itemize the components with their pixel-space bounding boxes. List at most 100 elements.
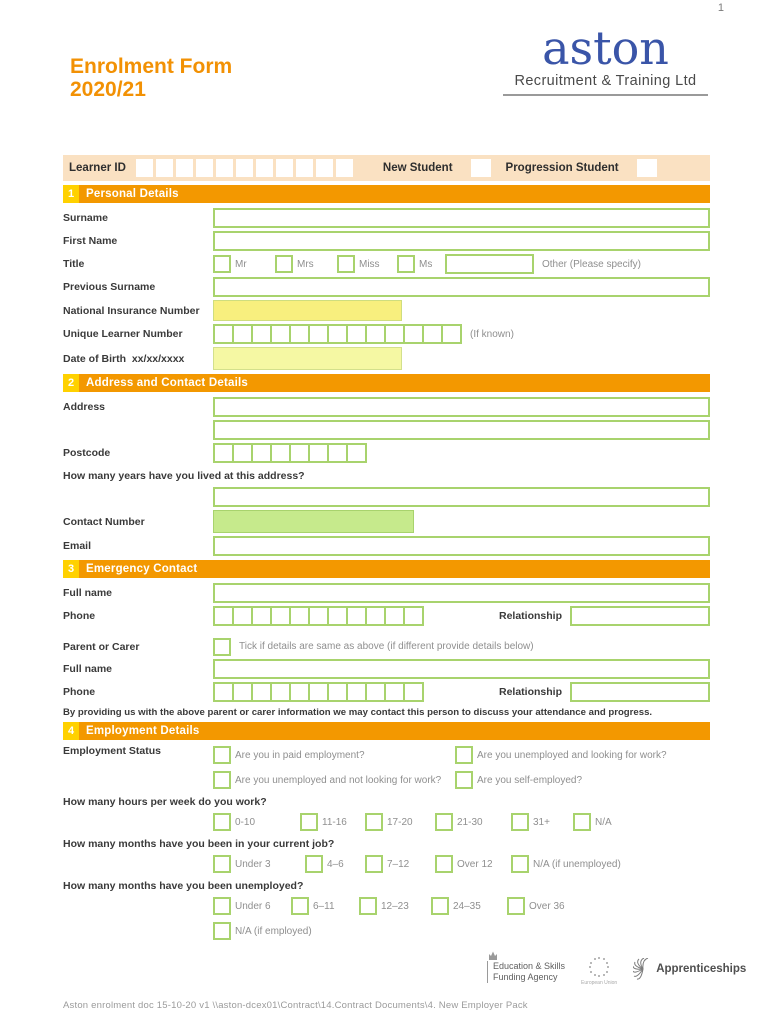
char-cell[interactable] (348, 608, 367, 624)
char-cell[interactable] (291, 608, 310, 624)
char-cell[interactable] (443, 326, 460, 342)
job-4-6-checkbox[interactable] (305, 855, 323, 873)
char-cell[interactable] (253, 608, 272, 624)
char-cell[interactable] (215, 684, 234, 700)
unemp-24-35-checkbox[interactable] (431, 897, 449, 915)
char-cell[interactable] (255, 159, 273, 177)
progression-student-checkbox[interactable] (636, 159, 657, 177)
char-cell[interactable] (253, 684, 272, 700)
unemp-6-11-checkbox[interactable] (291, 897, 309, 915)
surname-input[interactable] (213, 208, 710, 228)
char-cell[interactable] (310, 326, 329, 342)
char-cell[interactable] (367, 684, 386, 700)
miss-checkbox[interactable] (337, 255, 355, 273)
char-cell[interactable] (405, 608, 422, 624)
dob-input[interactable] (213, 347, 402, 370)
char-cell[interactable] (272, 684, 291, 700)
parent-full-name-input[interactable] (213, 659, 710, 679)
learner-id-input[interactable] (135, 159, 353, 177)
job-na-checkbox[interactable] (511, 855, 529, 873)
new-student-checkbox[interactable] (470, 159, 491, 177)
previous-surname-input[interactable] (213, 277, 710, 297)
unemp-over-36-checkbox[interactable] (507, 897, 525, 915)
hours-21-30-checkbox[interactable] (435, 813, 453, 831)
ms-checkbox[interactable] (397, 255, 415, 273)
hours-11-16-checkbox[interactable] (300, 813, 318, 831)
self-employed-checkbox[interactable] (455, 771, 473, 789)
mrs-checkbox[interactable] (275, 255, 293, 273)
char-cell[interactable] (155, 159, 173, 177)
job-7-12-checkbox[interactable] (365, 855, 383, 873)
unemp-under-6-checkbox[interactable] (213, 897, 231, 915)
char-cell[interactable] (315, 159, 333, 177)
char-cell[interactable] (329, 445, 348, 461)
char-cell[interactable] (329, 684, 348, 700)
unemployed-not-looking-checkbox[interactable] (213, 771, 231, 789)
char-cell[interactable] (348, 445, 365, 461)
char-cell[interactable] (272, 445, 291, 461)
parent-same-checkbox[interactable] (213, 637, 231, 656)
emergency-relationship-input[interactable] (570, 606, 710, 626)
hours-0-10-checkbox[interactable] (213, 813, 231, 831)
parent-phone-input[interactable] (213, 682, 424, 702)
char-cell[interactable] (348, 326, 367, 342)
char-cell[interactable] (234, 445, 253, 461)
char-cell[interactable] (195, 159, 213, 177)
char-cell[interactable] (215, 326, 234, 342)
char-cell[interactable] (386, 326, 405, 342)
address-input-line1[interactable] (213, 397, 710, 417)
char-cell[interactable] (275, 159, 293, 177)
char-cell[interactable] (215, 608, 234, 624)
char-cell[interactable] (348, 684, 367, 700)
char-cell[interactable] (405, 684, 422, 700)
hours-31plus-checkbox[interactable] (511, 813, 529, 831)
hours-17-20-checkbox[interactable] (365, 813, 383, 831)
char-cell[interactable] (253, 445, 272, 461)
char-cell[interactable] (215, 159, 233, 177)
contact-number-input[interactable] (213, 510, 414, 533)
emergency-phone-input[interactable] (213, 606, 424, 626)
char-cell[interactable] (310, 684, 329, 700)
char-cell[interactable] (135, 159, 153, 177)
job-over-12-checkbox[interactable] (435, 855, 453, 873)
ni-number-input[interactable] (213, 300, 402, 321)
hours-na-checkbox[interactable] (573, 813, 591, 831)
char-cell[interactable] (424, 326, 443, 342)
char-cell[interactable] (310, 608, 329, 624)
uln-input[interactable] (213, 324, 462, 344)
char-cell[interactable] (329, 326, 348, 342)
postcode-input[interactable] (213, 443, 367, 463)
char-cell[interactable] (234, 684, 253, 700)
char-cell[interactable] (272, 608, 291, 624)
mr-checkbox[interactable] (213, 255, 231, 273)
unemp-na-checkbox[interactable] (213, 922, 231, 940)
first-name-input[interactable] (213, 231, 710, 251)
char-cell[interactable] (329, 608, 348, 624)
char-cell[interactable] (367, 326, 386, 342)
char-cell[interactable] (272, 326, 291, 342)
title-other-input[interactable] (445, 254, 534, 274)
char-cell[interactable] (405, 326, 424, 342)
char-cell[interactable] (310, 445, 329, 461)
char-cell[interactable] (291, 684, 310, 700)
char-cell[interactable] (386, 608, 405, 624)
char-cell[interactable] (386, 684, 405, 700)
unemp-12-23-checkbox[interactable] (359, 897, 377, 915)
char-cell[interactable] (291, 326, 310, 342)
emergency-full-name-input[interactable] (213, 583, 710, 603)
char-cell[interactable] (234, 608, 253, 624)
unemployed-looking-checkbox[interactable] (455, 746, 473, 764)
char-cell[interactable] (253, 326, 272, 342)
years-at-address-input[interactable] (213, 487, 710, 507)
char-cell[interactable] (335, 159, 353, 177)
parent-relationship-input[interactable] (570, 682, 710, 702)
address-input-line2[interactable] (213, 420, 710, 440)
char-cell[interactable] (234, 326, 253, 342)
job-under-3-checkbox[interactable] (213, 855, 231, 873)
char-cell[interactable] (215, 445, 234, 461)
email-input[interactable] (213, 536, 710, 556)
char-cell[interactable] (175, 159, 193, 177)
char-cell[interactable] (367, 608, 386, 624)
char-cell[interactable] (295, 159, 313, 177)
char-cell[interactable] (291, 445, 310, 461)
